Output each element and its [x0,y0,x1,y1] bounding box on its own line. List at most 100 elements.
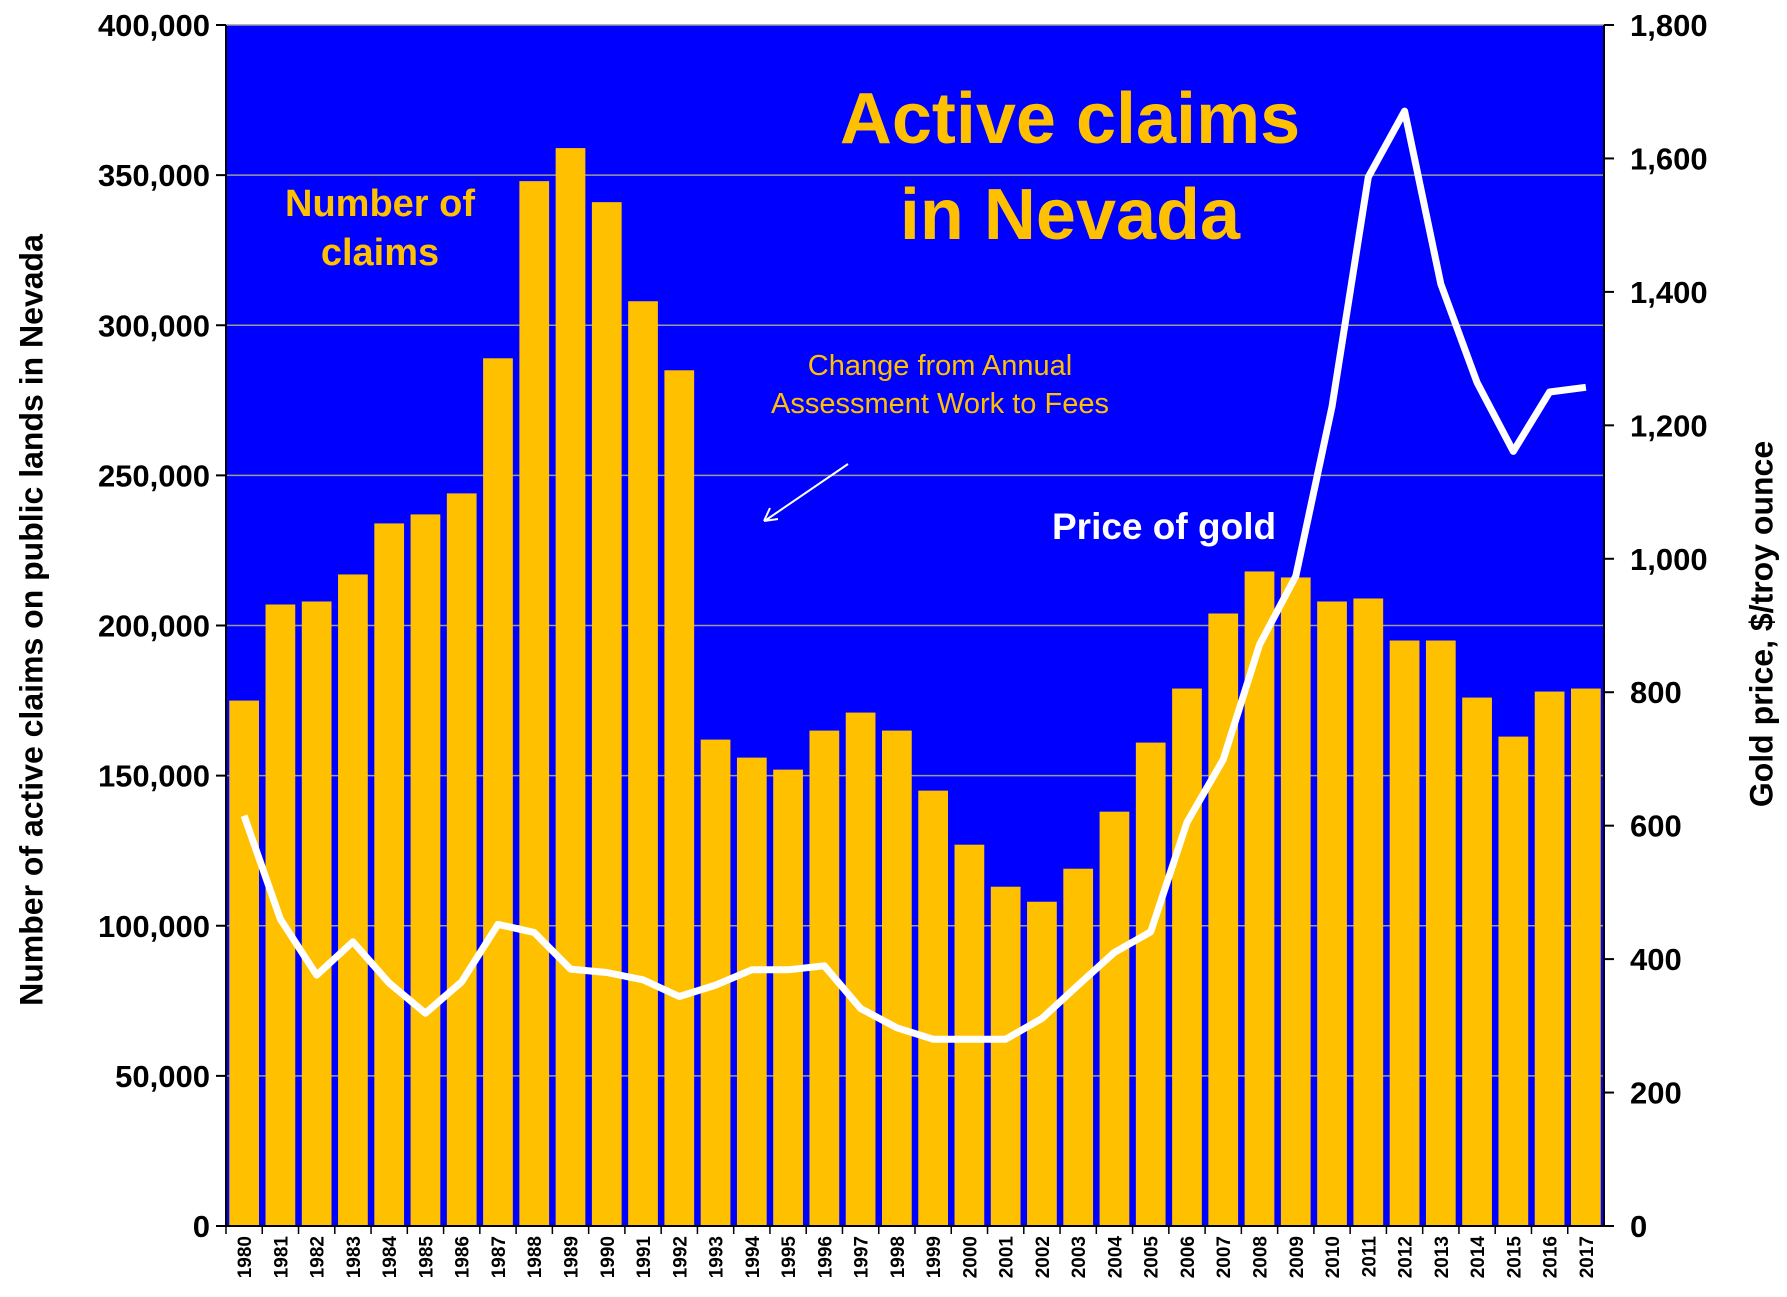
y-tick-label: 350,000 [98,158,210,193]
x-tick-label: 2011 [1359,1236,1380,1278]
x-tick-label: 2014 [1468,1236,1489,1279]
y2-tick-label: 0 [1630,1209,1647,1244]
y2-tick-label: 1,200 [1630,408,1708,443]
x-tick-label: 1997 [852,1236,873,1278]
y2-tick-label: 1,800 [1630,8,1708,43]
bar [374,523,405,1226]
y-tick-label: 400,000 [98,8,210,43]
bar [1208,613,1239,1226]
bar [628,301,658,1227]
y-tick-label: 50,000 [115,1059,210,1094]
y2-tick-label: 800 [1630,675,1682,710]
y-tick-label: 100,000 [98,909,210,944]
y-tick-label: 0 [193,1209,210,1244]
bar [229,700,259,1226]
bar [1099,811,1130,1226]
x-tick-label: 2013 [1432,1236,1453,1278]
x-tick-label: 2001 [997,1236,1018,1279]
annotation: Price of gold [1052,506,1277,547]
y-tick-label: 250,000 [98,458,210,493]
y-tick-label: 300,000 [98,308,210,343]
bar [882,730,912,1226]
y2-tick-label: 1,600 [1630,141,1708,176]
x-tick-label: 2007 [1214,1236,1235,1278]
y2-tick-label: 1,400 [1630,275,1708,310]
bar [1027,901,1057,1226]
x-tick-label: 2016 [1541,1236,1562,1278]
x-tick-label: 1991 [634,1236,655,1279]
x-tick-label: 1983 [344,1236,365,1278]
y2-tick-label: 400 [1630,942,1682,977]
x-tick-label: 1985 [416,1236,437,1279]
bar [555,148,586,1226]
x-tick-label: 1998 [888,1236,909,1278]
x-tick-label: 2002 [1033,1236,1054,1278]
x-tick-label: 2015 [1504,1236,1525,1279]
bar [845,712,876,1226]
x-tick-label: 1986 [453,1236,474,1278]
line [240,107,1587,1043]
x-tick-label: 2012 [1396,1236,1417,1278]
y-tick-label: 150,000 [98,759,210,794]
x-tick-label: 1994 [743,1236,764,1279]
y2-axis-label: Gold price, $/troy ounce [1743,440,1780,808]
x-tick-label: 2004 [1105,1236,1126,1279]
bar [591,202,622,1226]
bar [301,601,332,1226]
x-tick-label: 2003 [1069,1236,1090,1278]
y2-tick-label: 200 [1630,1076,1682,1111]
bar [1534,691,1565,1226]
x-tick-label: 2010 [1323,1236,1344,1278]
x-tick-label: 2017 [1577,1236,1598,1278]
x-tick-label: 1990 [598,1236,619,1278]
bar [1425,640,1456,1226]
bar [410,514,441,1226]
bar [1317,601,1347,1226]
bar [1063,868,1094,1226]
bar [1280,577,1311,1226]
x-tick-label: 2008 [1251,1236,1272,1278]
x-tick-label: 1989 [562,1236,583,1278]
bar [1135,742,1166,1226]
x-tick-label: 1995 [779,1236,800,1279]
x-tick-label: 1999 [924,1236,945,1278]
x-tick-label: 1981 [271,1236,292,1279]
y-tick-label: 200,000 [98,609,210,644]
x-tick-label: 1984 [380,1236,401,1279]
bar [1571,688,1601,1226]
annotation-arrow [765,463,849,521]
bar [773,769,803,1226]
x-tick-label: 2006 [1178,1236,1199,1278]
x-tick-label: 1982 [308,1236,329,1278]
bar [483,358,513,1227]
x-tick-label: 1993 [707,1236,728,1278]
bar [918,790,948,1226]
x-tick-label: 2009 [1287,1236,1308,1278]
y2-tick-label: 1,000 [1630,542,1708,577]
bar [1353,598,1384,1226]
annotation: Number of claims [285,183,475,275]
bar [1172,688,1202,1226]
x-tick-label: 1987 [489,1236,510,1278]
x-tick-label: 1980 [235,1236,256,1278]
bar [664,370,695,1227]
bar [446,493,477,1226]
bar [1498,736,1529,1226]
bar [1462,697,1492,1226]
bar [338,574,368,1226]
x-tick-label: 2000 [960,1236,981,1278]
bar [990,886,1021,1226]
x-tick-label: 2005 [1142,1236,1163,1279]
bar [954,844,985,1226]
bar [1389,640,1420,1226]
x-tick-label: 1996 [815,1236,836,1278]
bar [519,181,550,1226]
bar [736,757,767,1226]
y-axis-label: Number of active claims on public lands … [13,234,50,1006]
chart-title: Active claims in Nevada [839,79,1301,255]
x-tick-label: 1988 [525,1236,546,1278]
y2-tick-label: 600 [1630,809,1682,844]
annotation-arrowhead [763,507,779,522]
